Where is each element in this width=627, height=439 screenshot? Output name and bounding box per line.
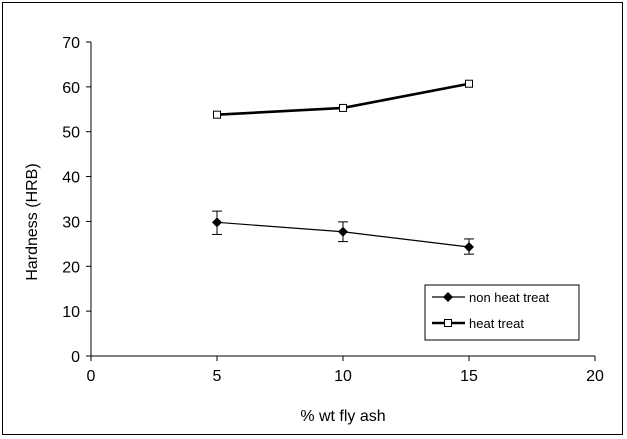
data-point — [338, 226, 348, 237]
y-tick-label: 30 — [62, 214, 80, 231]
legend-marker — [443, 292, 453, 302]
x-axis-label: % wt fly ash — [300, 408, 385, 425]
y-tick-label: 0 — [71, 349, 80, 366]
series-layer — [212, 79, 474, 255]
axes — [86, 41, 596, 361]
legend-label: non heat treat — [469, 290, 550, 305]
legend-box — [424, 284, 580, 341]
y-tick-label: 70 — [62, 35, 80, 52]
series-heat-treat — [213, 79, 473, 119]
legend: non heat treat heat treat — [424, 284, 580, 341]
y-tick-label: 20 — [62, 259, 80, 276]
data-point — [213, 110, 221, 119]
y-axis-label: Hardness (HRB) — [24, 163, 41, 280]
series-non-heat-treat — [212, 210, 474, 255]
tick-labels: 0 10 20 30 40 50 60 70 0 5 10 15 20 — [62, 35, 604, 385]
x-tick-label: 5 — [213, 368, 222, 385]
data-point — [339, 103, 347, 112]
y-tick-label: 10 — [62, 304, 80, 321]
legend-label: heat treat — [469, 316, 524, 331]
data-point — [464, 241, 474, 252]
data-point — [465, 79, 473, 88]
chart-frame — [2, 2, 623, 435]
legend-marker — [444, 319, 452, 327]
x-tick-label: 10 — [334, 368, 352, 385]
y-tick-label: 60 — [62, 80, 80, 97]
y-tick-label: 40 — [62, 170, 80, 187]
x-tick-label: 0 — [87, 368, 96, 385]
data-point — [212, 217, 222, 228]
x-tick-label: 15 — [460, 368, 478, 385]
y-tick-label: 50 — [62, 125, 80, 142]
x-tick-label: 20 — [586, 368, 604, 385]
